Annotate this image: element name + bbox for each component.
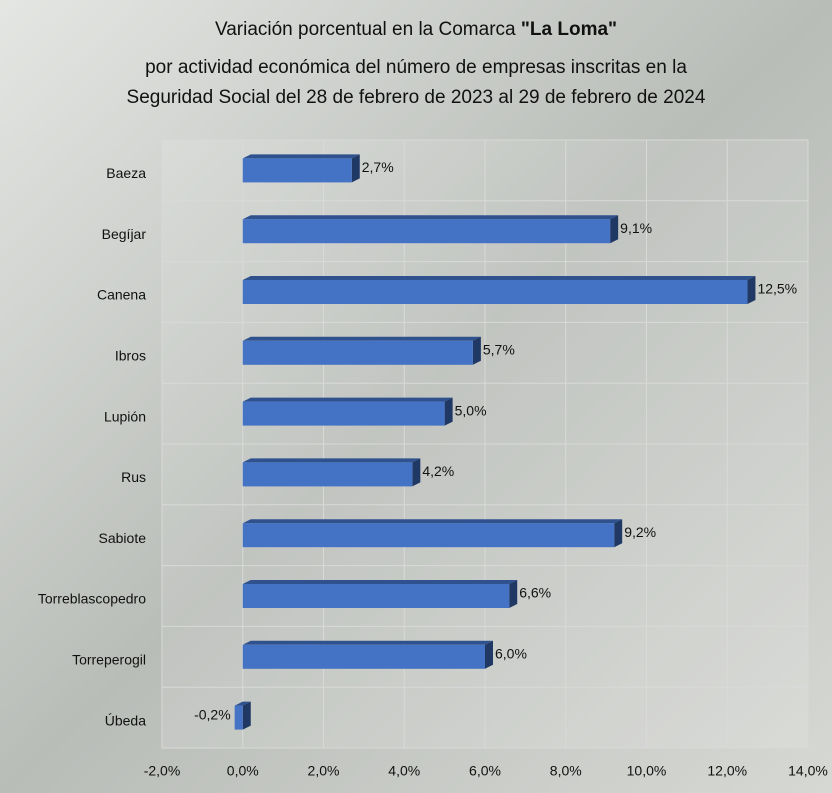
chart-title: Variación porcentual en la Comarca "La L… [215,19,617,40]
bar-top [242,580,518,584]
y-tick-label: Sabiote [99,530,147,546]
bar-side [485,640,493,669]
bar-side [242,701,251,730]
bar-side [747,276,756,304]
value-label: 5,7% [483,342,515,358]
bar-side [412,458,421,487]
y-tick-label: Lupión [104,408,146,424]
bar [242,523,615,548]
bar-top [242,519,623,524]
bar-side [509,580,518,608]
x-tick-label: 4,0% [388,763,420,779]
bar [242,644,485,669]
bar-top [242,640,493,645]
x-tick-label: 12,0% [707,763,747,779]
y-tick-label: Rus [121,469,146,485]
value-label: 5,0% [455,402,487,418]
y-tick-label: Torreperogil [72,652,146,668]
bar-side [472,336,481,365]
value-label: 9,2% [624,524,656,540]
value-label: -0,2% [194,706,231,722]
value-label: 2,7% [362,159,394,175]
bar [242,401,445,426]
bar [242,584,510,608]
bar [242,219,611,244]
x-tick-label: 6,0% [469,763,501,779]
x-tick-label: 0,0% [227,763,259,779]
bar-top [242,215,619,220]
chart-subtitle: Seguridad Social del 28 de febrero de 20… [127,87,706,108]
y-tick-label: Baeza [106,165,146,181]
y-tick-label: Canena [97,287,146,303]
value-label: 12,5% [757,281,797,297]
value-label: 6,6% [519,585,551,601]
value-label: 9,1% [620,220,652,236]
x-tick-label: 2,0% [308,763,340,779]
chart-subtitle: por actividad económica del número de em… [145,57,687,78]
value-label: 4,2% [422,463,454,479]
bar-top [242,154,360,159]
bar-side [351,154,360,183]
bar-side [444,397,453,426]
value-label: 6,0% [495,646,527,662]
x-tick-label: -2,0% [144,763,181,779]
bar [242,158,352,183]
y-tick-label: Ibros [115,348,146,364]
bar-top [234,701,251,706]
bar-top [242,397,453,402]
bar [242,280,748,304]
x-tick-label: 10,0% [627,763,667,779]
x-tick-label: 14,0% [788,763,828,779]
bar-side [614,519,623,548]
bar-side [610,215,619,244]
y-tick-label: Begíjar [102,226,147,242]
x-tick-label: 8,0% [550,763,582,779]
bar [242,340,473,365]
bar-top [242,458,421,463]
bar-top [242,276,756,280]
bar [242,462,413,487]
y-tick-label: Úbeda [105,712,146,728]
y-tick-label: Torreblascopedro [38,591,146,607]
bar [234,705,243,730]
bar-top [242,336,481,341]
